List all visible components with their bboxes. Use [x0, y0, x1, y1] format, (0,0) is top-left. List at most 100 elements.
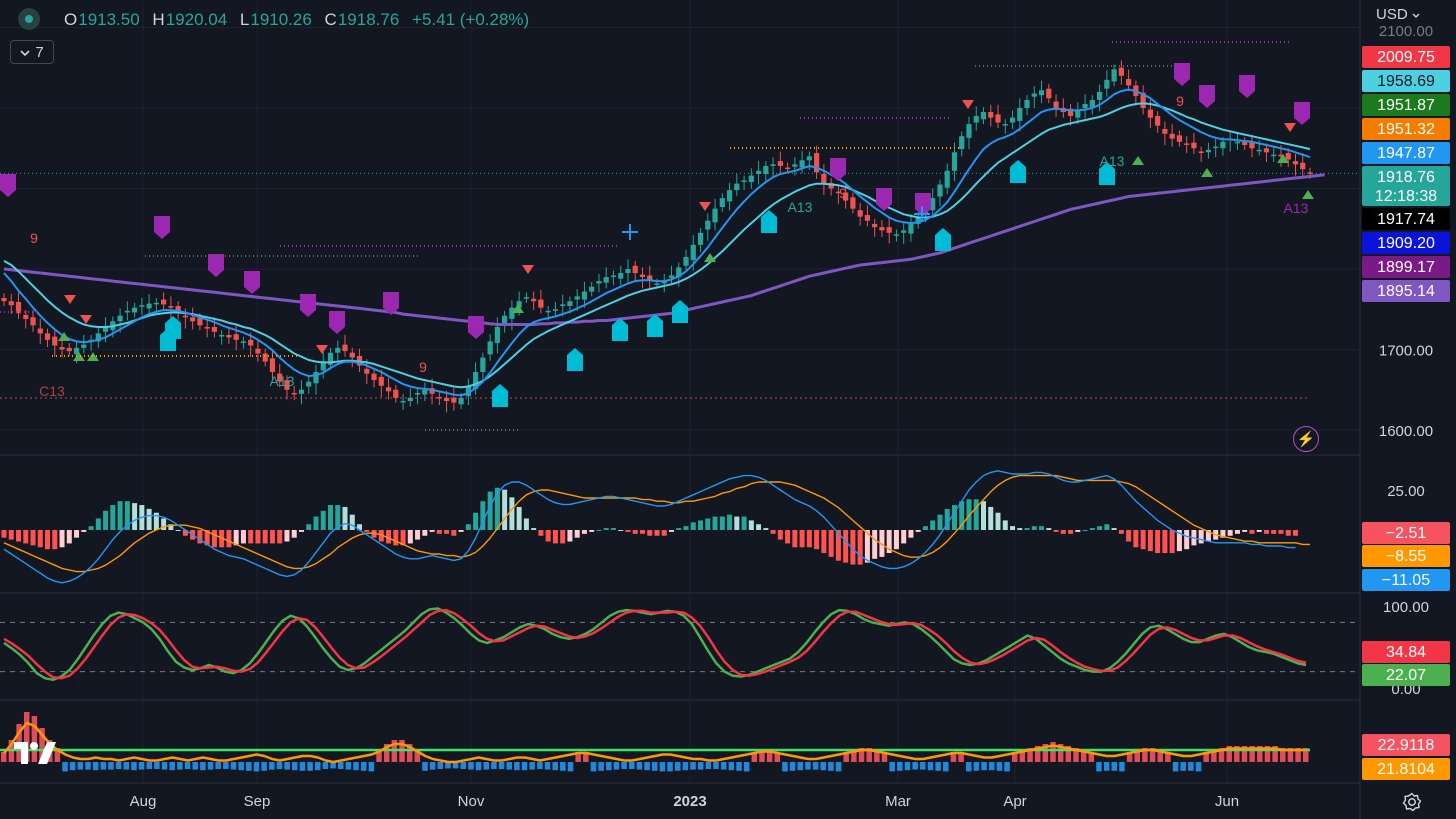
- candle-body: [1089, 99, 1095, 108]
- macd-bar: [204, 530, 210, 546]
- lightning-icon[interactable]: ⚡: [1293, 426, 1319, 452]
- adx-bar: [889, 762, 895, 772]
- macd-bar: [1082, 530, 1088, 531]
- annotation-label: C13: [39, 383, 65, 399]
- candle-body: [1205, 149, 1212, 153]
- macd-bar: [669, 530, 675, 532]
- macd-bar: [1039, 526, 1045, 530]
- macd-bar: [233, 530, 239, 546]
- candle-body: [1082, 103, 1088, 108]
- x-tick-label: Sep: [244, 793, 271, 810]
- stoch-label-value: 34.84: [1386, 644, 1426, 661]
- macd-line: [3, 470, 1296, 584]
- adx-bar: [1303, 748, 1309, 762]
- macd-bar: [719, 516, 725, 530]
- candle-body: [211, 326, 218, 332]
- buy-marker-icon: [492, 384, 508, 407]
- adx-bar: [1019, 750, 1026, 762]
- adx-histogram: [1, 712, 1309, 772]
- buy-marker-icon: [672, 300, 688, 323]
- adx-bar: [935, 762, 941, 771]
- macd-bar: [951, 505, 957, 530]
- candle-body: [712, 208, 718, 223]
- adx-bar: [345, 762, 352, 770]
- macd-bar: [124, 501, 130, 530]
- price-label-box: [1362, 208, 1450, 230]
- macd-bar: [110, 505, 116, 530]
- adx-bar: [253, 762, 260, 772]
- macd-bar: [1242, 530, 1248, 532]
- macd-bar: [625, 530, 631, 532]
- adx-bar: [1126, 752, 1133, 762]
- macd-bar: [1060, 530, 1066, 534]
- candle-body: [1169, 133, 1175, 139]
- adx-bar: [223, 762, 229, 769]
- macd-bar: [596, 530, 602, 531]
- x-tick-label: Apr: [1003, 793, 1026, 810]
- candle-body: [661, 281, 667, 284]
- macd-bar: [821, 530, 827, 554]
- adx-bar: [851, 750, 857, 762]
- symbol-logo-icon[interactable]: [18, 8, 40, 30]
- candle-body: [1140, 92, 1146, 108]
- macd-bar: [1, 530, 7, 538]
- gear-icon[interactable]: [1400, 790, 1424, 814]
- macd-bar: [458, 530, 464, 532]
- adx-bar: [544, 762, 551, 770]
- macd-bar: [712, 516, 718, 530]
- macd-bar: [632, 530, 638, 534]
- candle-body: [1256, 149, 1262, 152]
- adx-bar: [835, 762, 842, 772]
- stoch-tick: 100.00: [1383, 599, 1429, 616]
- candle-body: [161, 299, 167, 305]
- buy-marker-icon: [761, 210, 777, 233]
- adx-bar: [1211, 750, 1217, 762]
- macd-bar: [197, 530, 203, 544]
- candle-body: [298, 389, 305, 394]
- legend-header: O1913.50 H1920.04 L1910.26 C1918.76 +5.4…: [0, 0, 1360, 42]
- buy-marker-icon: [165, 316, 181, 339]
- candle-body: [139, 305, 145, 307]
- adx-bar: [644, 762, 650, 771]
- adx-bar: [1096, 762, 1102, 772]
- macd-bar: [1046, 528, 1052, 530]
- macd-bar: [1234, 530, 1240, 534]
- macd-label-box: [1362, 545, 1450, 567]
- adx-bar: [1027, 748, 1033, 762]
- adx-bar: [315, 762, 321, 771]
- macd-bar: [342, 506, 348, 530]
- candle-body: [73, 347, 80, 355]
- currency-selector[interactable]: USD: [1374, 6, 1422, 23]
- close-key: C: [324, 10, 337, 29]
- adx-bar: [1004, 762, 1010, 772]
- adx-bar: [376, 750, 382, 762]
- macd-bar: [1010, 526, 1016, 530]
- collapse-indicators-button[interactable]: 7: [10, 40, 54, 64]
- sell-marker-icon: [154, 216, 170, 239]
- adx-bar: [575, 752, 581, 762]
- candle-body: [95, 333, 101, 342]
- macd-bar: [81, 530, 87, 532]
- macd-bar: [828, 530, 834, 557]
- adx-bar: [1057, 744, 1064, 762]
- macd-bar: [589, 530, 595, 532]
- adx-bar: [506, 762, 512, 770]
- candle-body: [443, 397, 450, 402]
- price-label-value: 1909.20: [1377, 235, 1435, 252]
- adx-bar: [636, 762, 643, 770]
- adx-bar: [537, 762, 543, 769]
- x-tick-label: Aug: [130, 793, 157, 810]
- buy-marker-icon: [647, 314, 663, 337]
- macd-bar: [1198, 530, 1204, 544]
- macd-bar: [349, 514, 355, 530]
- annotation-label: A13: [1100, 153, 1125, 169]
- macd-bar: [1147, 530, 1153, 552]
- candle-body: [1111, 69, 1117, 82]
- macd-bar: [879, 530, 885, 557]
- adx-bar: [1103, 762, 1110, 771]
- adx-bar: [368, 762, 375, 772]
- adx-bar: [207, 762, 214, 770]
- macd-bar: [973, 499, 979, 530]
- adx-bar: [39, 728, 45, 762]
